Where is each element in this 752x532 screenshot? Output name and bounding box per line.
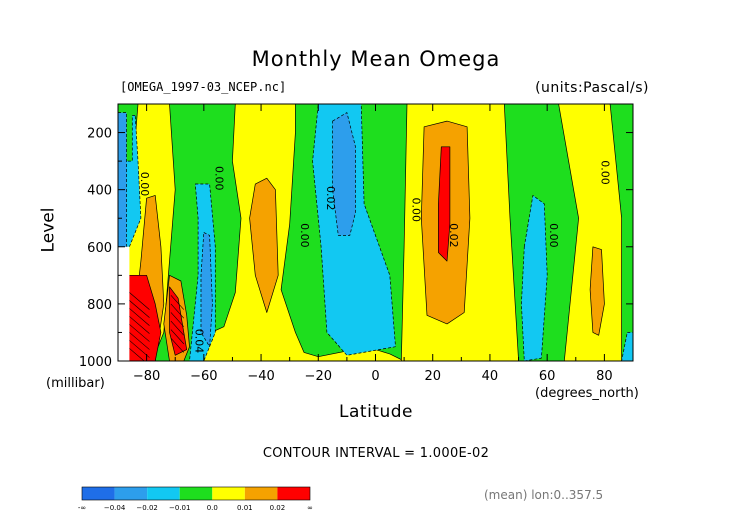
colorbar-label: 0.0 — [207, 504, 218, 512]
y-axis: 200 400 600 800 1000 — [79, 103, 633, 370]
y-tick-label: 400 — [87, 184, 112, 199]
contour-value-label: 0.02 — [447, 223, 460, 248]
contour-value-label: 0.00 — [410, 197, 423, 222]
x-tick-label: 20 — [424, 369, 441, 384]
colorbar-label: 0.02 — [270, 504, 286, 512]
colorbar-label: −0.02 — [136, 504, 157, 512]
contour-value-label: 0.02 — [324, 186, 337, 211]
y-tick-label: 1000 — [79, 355, 112, 370]
x-axis-title: Latitude — [339, 402, 413, 422]
contour-region-neg1-16 — [521, 195, 548, 361]
x-tick-label: −40 — [247, 369, 274, 384]
x-axis-unit: (degrees_north) — [535, 386, 639, 401]
y-tick-label: 800 — [87, 298, 112, 313]
contour-label-layer: 0.00 0.00 0.04 0.02 0.00 0.00 0.02 0.00 0.00 0.00 — [138, 160, 660, 354]
colorbar-swatch — [277, 487, 310, 500]
colorbar-swatch — [179, 487, 213, 500]
contour-fill-layer — [118, 104, 633, 361]
contour-value-label: 0.00 — [138, 172, 151, 197]
x-tick-label: 80 — [596, 369, 613, 384]
contour-value-label: 0.00 — [298, 223, 311, 248]
contour-region-pos3-12 — [438, 146, 451, 262]
dense-contour-line — [129, 324, 150, 342]
colorbar-frame — [81, 486, 311, 501]
contour-value-label: 0.00 — [599, 160, 612, 185]
dense-contour-line — [129, 292, 150, 310]
mean-lon-label: (mean) lon:0..357.5 — [484, 488, 604, 502]
colorbar-label: 0.01 — [237, 504, 253, 512]
x-axis: −80 −60 −40 −20 0 20 40 60 80 — [117, 104, 634, 384]
dense-contour-line — [170, 337, 185, 353]
contour-value-label: 0.00 — [212, 166, 225, 191]
contour-region-neg2-19 — [200, 232, 213, 348]
x-tick-label: 0 — [371, 369, 379, 384]
dense-contour-line — [170, 303, 185, 319]
y-tick-label: 200 — [87, 127, 112, 142]
x-tick-label: −20 — [305, 369, 332, 384]
contour-region-neg1-17 — [621, 332, 633, 361]
dense-contour-line — [170, 312, 185, 327]
colorbar-swatch — [114, 487, 148, 500]
dense-contour-line — [129, 332, 150, 350]
dense-contour-line — [170, 295, 185, 310]
y-axis-unit: (millibar) — [46, 376, 105, 391]
contour-region-pos3-11 — [169, 286, 188, 356]
colorbar-swatch — [244, 487, 278, 500]
colorbar-swatch — [212, 487, 245, 500]
contour-region-neg2-18 — [332, 112, 356, 236]
dense-contour-line — [129, 348, 145, 361]
x-tick-label: 40 — [482, 369, 499, 384]
x-tick-label: −80 — [133, 369, 160, 384]
contour-region-pos1-4 — [558, 104, 622, 361]
dense-contour-line — [129, 316, 150, 334]
x-tick-label: −60 — [190, 369, 217, 384]
y-axis-title: Level — [38, 207, 59, 253]
colorbar-label: −0.01 — [169, 504, 190, 512]
colorbar-swatch — [82, 487, 115, 500]
colorbar: -∞ −0.04 −0.02 −0.01 0.0 0.01 0.02 ∞ — [78, 486, 313, 512]
contour-region-pos2-5 — [249, 177, 279, 313]
contour-region-pos2-7 — [589, 246, 605, 336]
dense-contour-line — [129, 300, 150, 318]
dense-contour-line — [170, 320, 185, 336]
units-label: (units:Pascal/s) — [535, 80, 649, 96]
contour-interval-label: CONTOUR INTERVAL = 1.000E-02 — [262, 446, 490, 461]
dense-contour-line — [129, 308, 150, 326]
contour-value-label: 0.04 — [192, 329, 205, 354]
contour-value-label: 0.00 — [647, 160, 660, 185]
contour-region-pos3-10 — [123, 274, 162, 361]
colorbar-label: −0.04 — [104, 504, 126, 512]
x-tick-label: 60 — [539, 369, 556, 384]
chart-title: Monthly Mean Omega — [251, 47, 501, 71]
colorbar-swatch — [147, 487, 180, 500]
contour-value-label: 0.00 — [547, 223, 560, 248]
colorbar-label: -∞ — [78, 504, 86, 512]
dense-contour-line — [170, 329, 185, 345]
file-label: [OMEGA_1997-03_NCEP.nc] — [120, 80, 287, 94]
y-tick-label: 600 — [87, 241, 112, 256]
colorbar-label: ∞ — [307, 504, 313, 512]
